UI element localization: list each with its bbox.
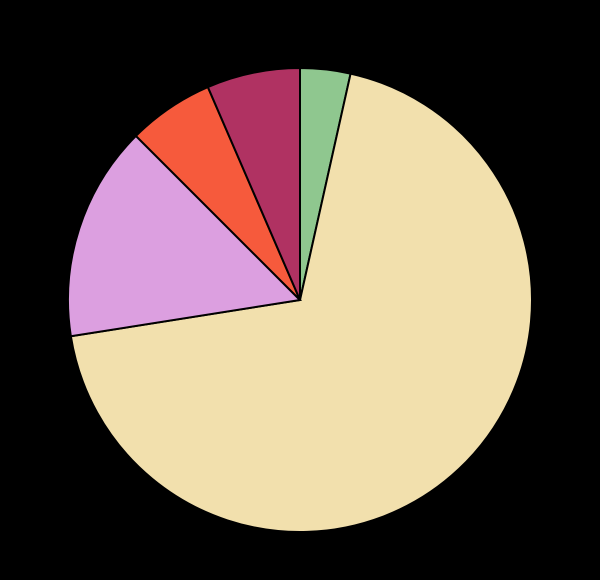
pie-chart <box>0 0 600 580</box>
